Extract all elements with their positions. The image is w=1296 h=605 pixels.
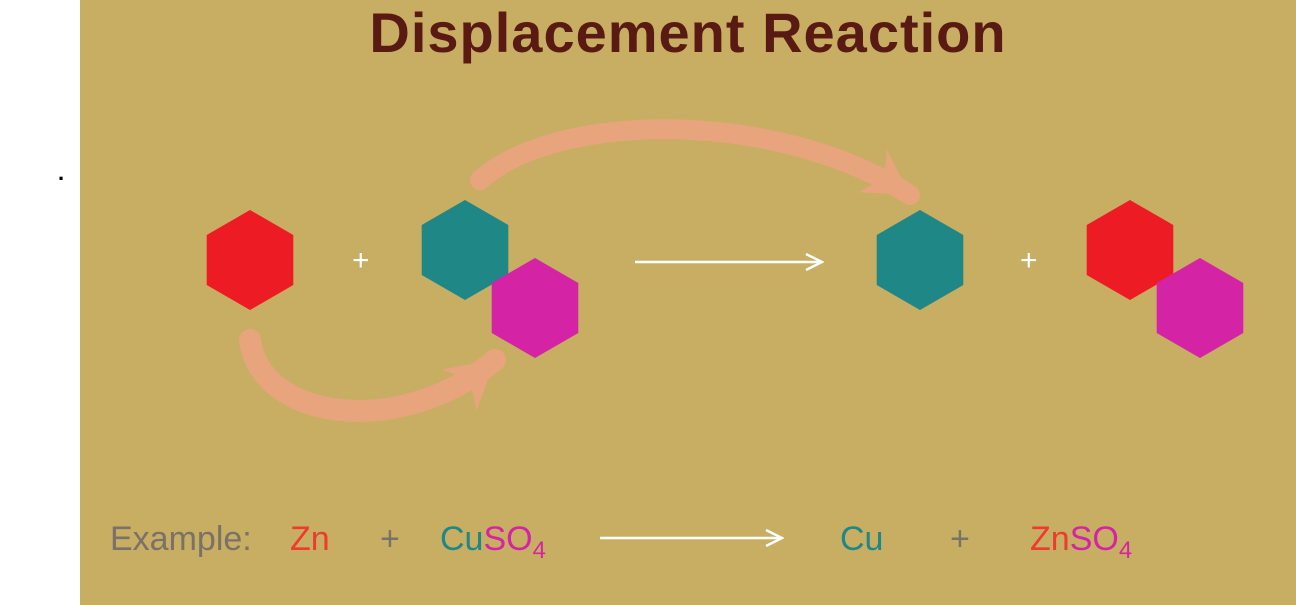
example-term-0: Zn — [290, 520, 330, 559]
plus-sign-1: + — [1020, 244, 1038, 278]
plus-sign-0: + — [352, 244, 370, 278]
curved-arrow-bottom-curve — [250, 339, 512, 411]
example-term-3: Cu — [840, 520, 883, 559]
curved-arrow-top-curve — [480, 129, 924, 216]
example-label: Example: — [110, 520, 252, 559]
example-term-5: ZnSO4 — [1030, 520, 1132, 559]
example-term-2: CuSO4 — [440, 520, 546, 559]
hexagon-cu-product — [870, 210, 970, 310]
example-term-1: + — [380, 520, 400, 559]
stray-mark: . — [58, 160, 68, 182]
diagram-canvas: Displacement Reaction + + Example: Zn + CuSO4… — [80, 0, 1296, 605]
example-term-4: + — [950, 520, 970, 559]
page-title: Displacement Reaction — [80, 0, 1296, 65]
hexagon-zn-reactant — [200, 210, 300, 310]
